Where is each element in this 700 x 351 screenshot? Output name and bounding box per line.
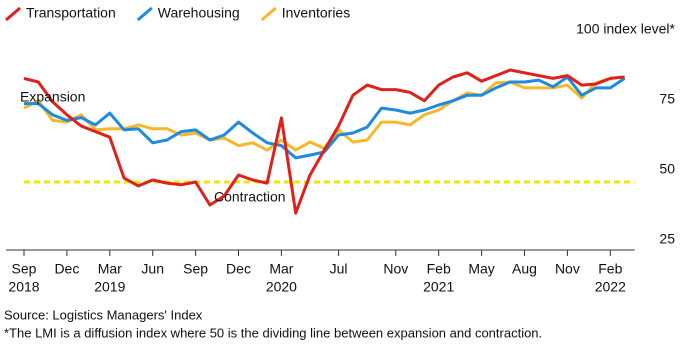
x-tick-label: Jul — [330, 261, 348, 277]
x-year-label: 2021 — [423, 279, 454, 295]
x-tick-label: Sep — [12, 261, 37, 277]
x-tick-label: Aug — [512, 261, 537, 277]
y-tick-label: 100 index level* — [576, 21, 675, 37]
x-tick-label: May — [468, 261, 494, 277]
x-year-label: 2018 — [8, 279, 39, 295]
series-line — [23, 68, 625, 215]
x-tick-label: Nov — [555, 261, 580, 277]
legend-label: Inventories — [282, 5, 350, 21]
x-tick-label: Nov — [383, 261, 408, 277]
x-tick-label: Feb — [598, 261, 622, 277]
x-tick-label: Feb — [427, 261, 451, 277]
legend-swatch — [136, 6, 153, 22]
y-tick-label: 25 — [659, 231, 675, 247]
legend-label: Warehousing — [158, 5, 240, 21]
x-tick-label: Mar — [98, 261, 122, 277]
x-tick-label: Sep — [183, 261, 208, 277]
x-tick-label: Mar — [269, 261, 293, 277]
x-year-label: 2020 — [266, 279, 297, 295]
y-tick-label: 50 — [659, 161, 675, 177]
x-tick-label: Dec — [226, 261, 251, 277]
annotation: Expansion — [20, 89, 85, 105]
footnote: *The LMI is a diffusion index where 50 i… — [4, 325, 542, 340]
x-tick-label: Dec — [54, 261, 79, 277]
annotation: Contraction — [214, 189, 286, 205]
x-tick-label: Jun — [141, 261, 164, 277]
legend-swatch — [260, 6, 277, 22]
x-year-label: 2022 — [595, 279, 626, 295]
series-line — [23, 75, 625, 152]
source: Source: Logistics Managers' Index — [4, 307, 203, 322]
legend-label: Transportation — [26, 5, 116, 21]
legend-swatch — [5, 6, 21, 22]
x-year-label: 2019 — [94, 279, 125, 295]
y-tick-label: 75 — [659, 91, 675, 107]
